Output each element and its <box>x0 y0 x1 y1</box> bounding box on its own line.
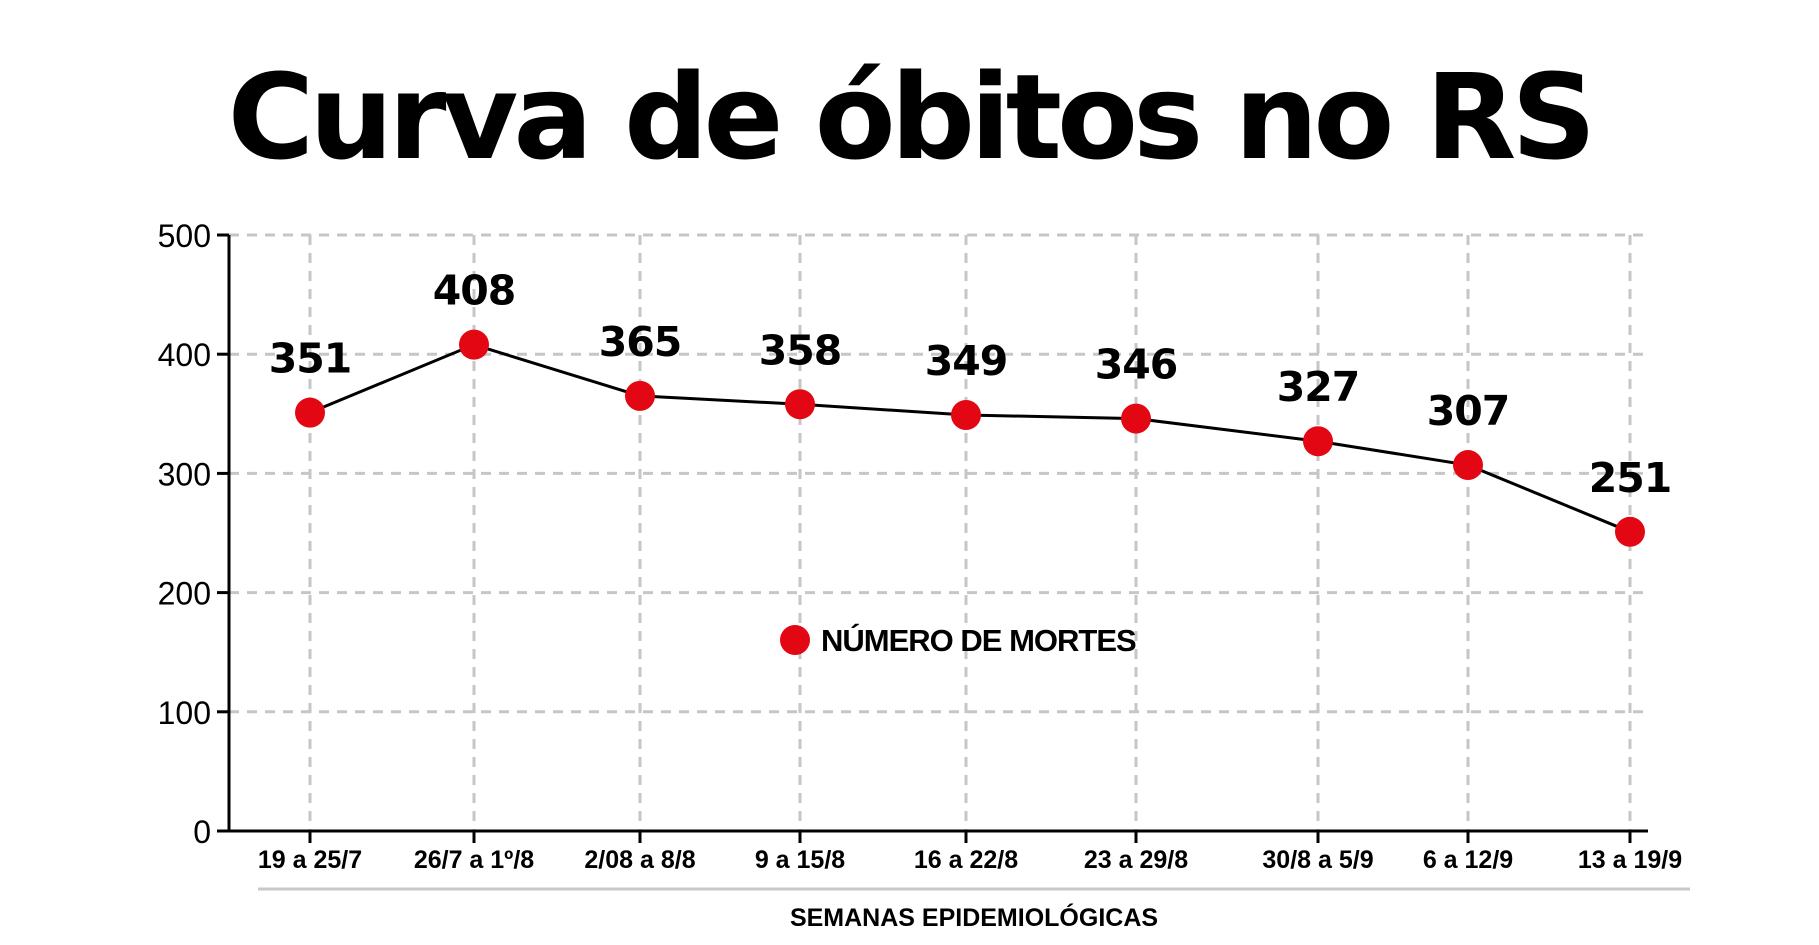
data-point <box>1453 450 1483 481</box>
data-label: 251 <box>1589 454 1672 502</box>
axes <box>217 233 1648 843</box>
data-point <box>1615 516 1645 547</box>
data-label: 346 <box>1095 341 1178 389</box>
x-tick-label: 9 a 15/8 <box>755 846 845 874</box>
x-tick-labels: 19 a 25/7 26/7 a 1º/8 2/08 a 8/8 9 a 15/8 16… <box>258 846 1682 874</box>
y-tick-labels: 0 100 200 300 400 500 <box>158 218 211 850</box>
x-tick-label: 13 a 19/9 <box>1578 846 1682 874</box>
x-tick-label: 19 a 25/7 <box>258 846 362 874</box>
data-points <box>295 329 1645 547</box>
x-tick-label: 2/08 a 8/8 <box>584 846 695 874</box>
legend-marker <box>780 625 810 655</box>
data-point <box>459 329 489 360</box>
data-label: 349 <box>925 337 1008 385</box>
y-tick-label: 200 <box>158 576 211 612</box>
legend: NÚMERO DE MORTES <box>780 622 1137 658</box>
data-label: 365 <box>599 318 682 366</box>
data-point <box>1303 426 1333 457</box>
legend-label: NÚMERO DE MORTES <box>821 622 1136 658</box>
data-point <box>295 397 325 428</box>
chart-title: Curva de óbitos no RS <box>227 48 1597 186</box>
x-tick-label: 23 a 29/8 <box>1084 846 1188 874</box>
data-label: 327 <box>1277 363 1360 411</box>
x-tick-label: 26/7 a 1º/8 <box>414 846 534 874</box>
x-tick-label: 16 a 22/8 <box>914 846 1018 874</box>
data-label: 307 <box>1427 387 1510 435</box>
data-labels: 351 408 365 358 349 346 327 307 251 <box>269 267 1673 502</box>
grid-lines <box>229 233 1648 831</box>
data-point <box>951 399 981 430</box>
x-axis-title: SEMANAS EPIDEMIOLÓGICAS <box>790 902 1158 932</box>
y-tick-label: 300 <box>158 456 211 492</box>
data-point <box>785 389 815 420</box>
data-point <box>625 380 655 411</box>
y-tick-label: 400 <box>158 337 211 373</box>
data-label: 408 <box>433 267 516 315</box>
y-tick-label: 500 <box>158 218 211 254</box>
data-label: 351 <box>269 335 352 383</box>
data-point <box>1121 403 1151 434</box>
x-tick-label: 6 a 12/9 <box>1423 846 1513 874</box>
y-tick-label: 100 <box>158 695 211 731</box>
data-label: 358 <box>759 326 842 374</box>
x-tick-label: 30/8 a 5/9 <box>1262 846 1373 874</box>
y-tick-label: 0 <box>193 814 211 850</box>
